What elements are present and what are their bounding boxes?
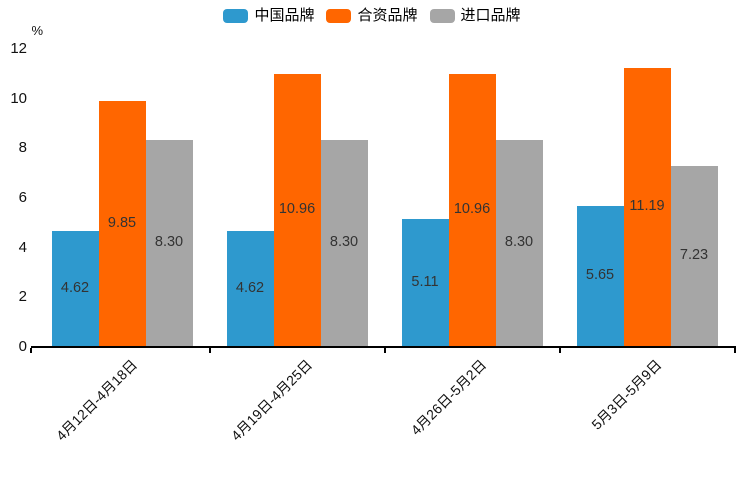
legend-swatch-icon [429, 9, 455, 23]
x-axis-category-label: 4月12日-4月18日 [52, 356, 140, 444]
legend-item[interactable]: 合资品牌 [326, 7, 418, 24]
x-axis-category-label: 4月19日-4月25日 [227, 356, 315, 444]
legend-item-label: 中国品牌 [254, 7, 315, 24]
bar-value-label: 4.62 [235, 279, 265, 296]
x-axis-tick [558, 348, 561, 353]
legend: 中国品牌 合资品牌 进口品牌 [0, 8, 744, 24]
x-axis-category-label: 5月3日-5月9日 [588, 356, 665, 433]
bar: 7.23 [670, 166, 718, 346]
y-axis-tick-label: 0 [18, 338, 27, 355]
bar-value-label: 8.30 [504, 234, 534, 250]
bar: 8.30 [320, 140, 368, 346]
bar: 8.30 [495, 140, 543, 346]
bar: 10.96 [448, 74, 496, 346]
x-axis-tick [383, 348, 386, 353]
x-axis-category-label: 4月26日-5月2日 [407, 356, 490, 439]
legend-swatch-icon [223, 9, 249, 23]
y-axis-tick-label: 12 [10, 40, 27, 57]
bar-value-label: 10.96 [278, 201, 316, 217]
bar: 8.30 [145, 140, 193, 346]
bar: 5.11 [401, 219, 449, 346]
y-axis-tick-label: 4 [18, 238, 27, 256]
bar: 10.96 [273, 74, 321, 346]
bar-value-label: 5.65 [585, 267, 615, 283]
y-axis-tick-label: 8 [18, 139, 27, 157]
y-axis-unit-label: % [31, 23, 43, 38]
x-axis-tick [208, 348, 211, 353]
bar-value-label: 4.62 [60, 279, 90, 296]
x-axis-line [31, 346, 736, 348]
y-axis-tick-label: 10 [10, 89, 27, 107]
legend-item[interactable]: 进口品牌 [429, 7, 521, 24]
bar-value-label: 10.96 [453, 201, 491, 217]
y-axis-tick-label: 2 [18, 288, 27, 306]
y-axis-tick-label: 6 [18, 189, 27, 206]
bar: 11.19 [623, 68, 671, 346]
legend-item-label: 合资品牌 [357, 7, 418, 24]
bar-value-label: 5.11 [411, 273, 439, 290]
bar: 9.85 [98, 101, 146, 346]
legend-swatch-icon [326, 9, 352, 23]
x-axis-tick [734, 348, 736, 353]
bar-value-label: 11.19 [629, 198, 665, 214]
bar-value-label: 9.85 [107, 214, 137, 231]
x-axis-tick [30, 348, 32, 353]
bar: 5.65 [576, 206, 624, 346]
legend-item-label: 进口品牌 [460, 7, 521, 24]
bar: 4.62 [51, 231, 99, 346]
bar-value-label: 8.30 [329, 234, 359, 250]
bar: 4.62 [226, 231, 274, 346]
bar-value-label: 8.30 [154, 234, 184, 250]
legend-item[interactable]: 中国品牌 [223, 8, 314, 24]
bar-value-label: 7.23 [679, 247, 709, 263]
